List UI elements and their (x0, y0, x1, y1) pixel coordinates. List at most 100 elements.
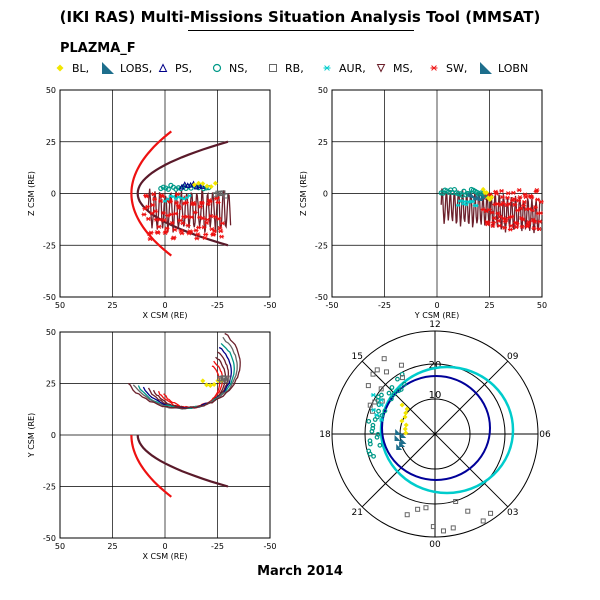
legend-label-2: PS, (175, 62, 192, 75)
rb-point (399, 375, 405, 381)
sw-point (144, 194, 150, 199)
sw-point (523, 194, 529, 200)
hour-label-00: 00 (429, 540, 441, 550)
aur-point (462, 199, 467, 204)
rb-point (404, 512, 410, 518)
sw-point (536, 226, 542, 232)
aur-point (378, 397, 384, 403)
hour-label-03: 03 (507, 508, 518, 518)
bl-point (204, 183, 210, 189)
sw-point (176, 205, 182, 211)
bl-point (208, 184, 214, 190)
ns-point (375, 431, 381, 437)
hour-label-09: 09 (507, 352, 519, 362)
sw-point (152, 196, 158, 202)
ring-label-20: 20 (429, 360, 442, 371)
legend-label-7: SW, (446, 62, 467, 75)
rb-point (465, 508, 471, 514)
aur-point (163, 199, 167, 203)
ps-point (178, 183, 185, 190)
sw-point (219, 221, 225, 226)
rb-point (423, 505, 429, 511)
legend-symbol-3 (212, 63, 222, 73)
sw-point (172, 227, 178, 232)
aur-point (378, 402, 384, 408)
ns-point (371, 453, 376, 459)
sw-point (212, 228, 218, 234)
rb-point (222, 193, 228, 199)
sw-point (185, 223, 191, 228)
sw-point (216, 216, 222, 221)
sw-point (489, 210, 495, 215)
x-tick-label: 0 (434, 301, 439, 310)
sw-point (511, 196, 517, 202)
bl-point (399, 402, 405, 408)
sw-point (513, 224, 519, 230)
ns-point (386, 390, 392, 396)
legend-label-6: MS, (393, 62, 413, 75)
sw-point (214, 195, 220, 200)
sw-point (175, 192, 181, 197)
aur-point (187, 193, 192, 198)
x-tick-label: 0 (162, 301, 167, 310)
ns-point (395, 376, 400, 382)
ps-point (181, 181, 188, 187)
panel-polar: 12 09 06 03 00 21 18 15 20 10 (319, 320, 551, 550)
sw-point (158, 198, 164, 204)
sw-point (529, 208, 535, 213)
sw-point (538, 199, 544, 204)
magnetopause-curve (136, 434, 229, 488)
hour-label-21: 21 (351, 508, 362, 518)
sw-point (201, 225, 207, 230)
sw-point (150, 202, 156, 208)
rb-point (381, 356, 387, 362)
rb-point (453, 499, 459, 505)
bl-point (204, 382, 210, 388)
bl-point (403, 410, 409, 416)
x-tick-label: -25 (211, 542, 224, 551)
y-tick-label: 25 (318, 138, 328, 147)
legend-symbol-6 (376, 64, 386, 73)
sw-point (519, 224, 525, 229)
sw-point (529, 195, 535, 200)
ns-point (391, 391, 397, 397)
aur-point (379, 417, 385, 423)
bl-point (403, 422, 409, 428)
sw-point (199, 200, 205, 206)
sw-point (195, 232, 201, 237)
legend-symbol-2 (158, 63, 168, 72)
y-tick-label: 50 (318, 86, 328, 95)
sw-point (151, 192, 157, 197)
sw-point (191, 201, 197, 207)
rb-point (225, 375, 231, 381)
ns-point (160, 184, 166, 190)
ns-point (401, 381, 407, 387)
aur-point (474, 203, 479, 208)
x-tick-label: 0 (162, 542, 167, 551)
x-tick-label: -25 (211, 301, 224, 310)
ns-point (382, 408, 388, 414)
sw-point (184, 214, 190, 219)
sw-point (509, 214, 515, 219)
aur-point (459, 199, 464, 203)
y-tick-label: 50 (46, 86, 56, 95)
rb-point (370, 371, 376, 377)
bl-point (191, 182, 197, 188)
bl-point (399, 418, 405, 424)
sw-point (515, 208, 521, 213)
sw-point (508, 223, 514, 228)
y-tick-label: -50 (43, 534, 56, 543)
sw-point (152, 209, 158, 214)
ns-point (165, 186, 171, 192)
lobs-point (480, 194, 486, 200)
sw-point (496, 223, 502, 228)
rb-point (215, 190, 221, 196)
magnetopause-curve (136, 140, 229, 247)
sw-point (215, 200, 221, 205)
sw-point (192, 210, 198, 215)
ns-point (398, 387, 404, 392)
x-tick-label: -50 (263, 301, 276, 310)
legend-symbol-5 (323, 65, 331, 71)
bow-shock-curve (130, 130, 172, 257)
